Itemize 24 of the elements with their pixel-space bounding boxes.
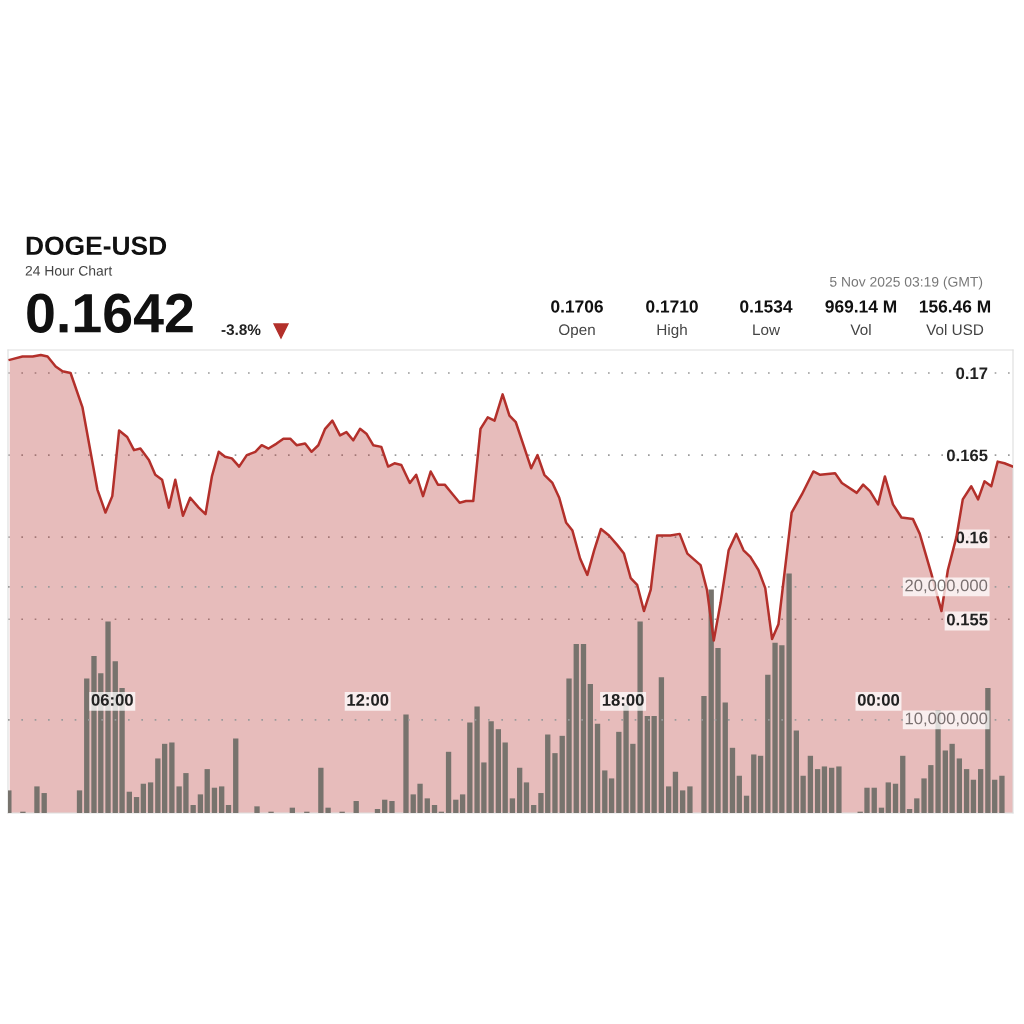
x-tick-label: 00:00 bbox=[857, 694, 900, 706]
text: -3.8% bbox=[221, 324, 261, 336]
text: High bbox=[657, 323, 687, 339]
y2-tick-label: 20,000,000 bbox=[905, 579, 988, 594]
chart-subtitle: 24 Hour Chart bbox=[25, 265, 113, 276]
text: 156.46 M bbox=[919, 300, 991, 313]
text: 969.14 M bbox=[825, 300, 897, 313]
x-tick-label: 18:00 bbox=[602, 694, 644, 706]
text: Vol USD bbox=[926, 323, 984, 336]
text: 0.1706 bbox=[551, 300, 603, 313]
y2-tick-label: 10,000,000 bbox=[905, 712, 988, 727]
y-tick-label: 0.165 bbox=[946, 449, 988, 462]
text: 0.1534 bbox=[740, 300, 793, 313]
text: 5 Nov 2025 03:19 (GMT) bbox=[829, 276, 983, 290]
text: Open bbox=[559, 324, 595, 339]
text: Low bbox=[753, 324, 781, 336]
text: 0.1710 bbox=[646, 300, 698, 313]
x-tick-label: 06:00 bbox=[91, 694, 133, 706]
y-tick-label: 0.17 bbox=[956, 367, 988, 380]
y-tick-label: 0.155 bbox=[946, 613, 988, 626]
text: 0.1642 bbox=[27, 293, 193, 333]
x-tick-label: 12:00 bbox=[347, 694, 389, 706]
text: Vol bbox=[850, 323, 871, 336]
chart-title: DOGE-USD bbox=[26, 236, 167, 256]
